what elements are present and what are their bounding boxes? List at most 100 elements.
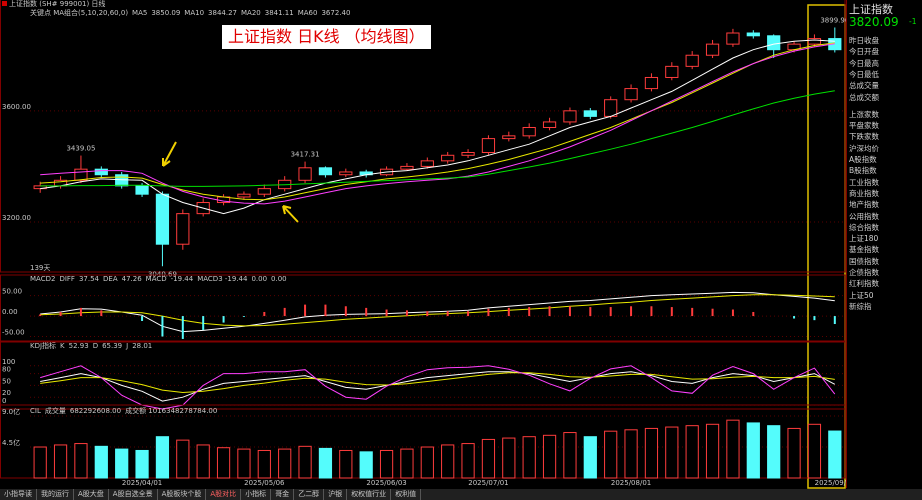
legend-value: 37.54 <box>79 275 100 283</box>
chart: 上证指数 (SH# 999001) 日线 3600.00 3200.00 关键点 M… <box>0 0 846 489</box>
quote-item: 总成交额 <box>849 92 879 102</box>
volume-bar <box>563 432 577 479</box>
y-tick-label: 0.00 <box>2 308 18 316</box>
candle-body <box>563 110 577 123</box>
icon <box>2 1 7 6</box>
tab[interactable]: A股对比 <box>206 489 242 500</box>
legend-name: MA20 <box>241 9 261 17</box>
x-tick-label: 2025/07/01 <box>468 479 508 487</box>
quote-item: 新综指 <box>849 301 872 311</box>
price-label: 3417.31 <box>291 151 320 159</box>
macd-bar <box>467 311 470 317</box>
volume-bar <box>705 423 720 479</box>
tab[interactable]: 沪银 <box>324 489 348 500</box>
legend-extra: 成交额 1016348278784.00 <box>125 406 217 415</box>
tab[interactable]: 我的运行 <box>37 489 74 500</box>
volume-bar <box>644 427 659 479</box>
candle-body <box>257 188 271 195</box>
candle-body <box>746 32 760 37</box>
macd-bar <box>813 316 816 321</box>
tab[interactable]: 乙二醇 <box>294 489 325 500</box>
candle-body <box>807 38 822 45</box>
macd-bar <box>446 311 449 317</box>
quote-item: B股指数 <box>849 166 877 176</box>
quote-item: 今日最高 <box>849 58 879 68</box>
macd-bar <box>650 306 653 317</box>
candle-body <box>176 213 190 245</box>
panel-border <box>0 274 846 342</box>
volume-bar <box>33 446 47 479</box>
macd-bar <box>568 306 571 317</box>
line <box>40 90 835 187</box>
header: 上证指数 (SH# 999001) 日线 <box>9 0 105 8</box>
line <box>40 43 835 205</box>
candle-body <box>583 110 597 117</box>
legend-value: 682292608.00 <box>70 407 121 415</box>
macd-bar <box>670 307 673 317</box>
volume-bar <box>726 419 740 479</box>
macd-bar <box>365 307 368 317</box>
quote-item: 上证50 <box>849 290 874 300</box>
macd-bar <box>79 307 82 317</box>
legend-title: 关键点 MA组合(5,10,20,60,0) <box>30 8 128 17</box>
candle-body <box>400 165 414 170</box>
legend-extra: MACD3 -19.44 <box>197 275 248 283</box>
candle-body <box>155 193 170 245</box>
candle-body <box>542 121 557 128</box>
tab[interactable]: 权权值行业 <box>347 489 392 500</box>
macd-bar <box>691 307 694 317</box>
volume-bar <box>807 423 822 479</box>
y-tick-label: 100 <box>2 358 15 366</box>
volume-bar <box>176 439 190 479</box>
volume-bar <box>359 451 373 479</box>
legend-name: D <box>93 342 98 350</box>
macd-bar <box>263 311 266 317</box>
y-tick-label: 0 <box>2 397 6 405</box>
quote-item: 红利指数 <box>849 279 879 289</box>
tab[interactable]: 权利值 <box>391 489 422 500</box>
candle-body <box>502 135 516 140</box>
macd-bar <box>731 309 734 317</box>
legend-name: J <box>125 342 128 350</box>
tab[interactable]: A股板块个股 <box>158 489 207 500</box>
macd-bar <box>324 304 327 317</box>
candle-body <box>420 160 434 167</box>
legend-title: MACD2 <box>30 275 55 283</box>
macd-bar <box>405 310 408 317</box>
tab[interactable]: 小指标 <box>241 489 272 500</box>
legend-value: -19.44 <box>171 275 194 283</box>
quote-item: A股指数 <box>849 155 877 164</box>
macd-bar <box>304 304 307 317</box>
candle-body <box>522 126 536 137</box>
macd-bar <box>711 308 714 317</box>
y-tick-label: 9.0亿 <box>2 407 20 416</box>
macd-bar <box>793 316 796 319</box>
volume-bar <box>746 422 760 479</box>
volume-bar <box>379 449 394 479</box>
macd-bar <box>202 316 205 330</box>
legend-value: 65.39 <box>102 342 122 350</box>
volume-bar <box>604 430 618 479</box>
macd-bar <box>426 311 429 317</box>
volume-bar <box>278 448 292 479</box>
macd-bar <box>39 314 42 317</box>
volume-bar <box>828 430 842 479</box>
volume-bar <box>298 445 312 479</box>
legend-title: CIL <box>30 407 41 415</box>
candle-body <box>604 99 618 117</box>
tab[interactable]: A股自选全景 <box>109 489 158 500</box>
candle-body <box>135 185 149 195</box>
macd-bar <box>833 316 836 325</box>
tab[interactable]: A股大盘 <box>74 489 109 500</box>
volume-bar <box>665 426 679 479</box>
macd-bar <box>59 311 62 317</box>
quote-item: 平盘家数 <box>849 121 879 131</box>
tab[interactable]: 哥金 <box>271 489 295 500</box>
price-label: 3439.05 <box>66 145 95 153</box>
tab[interactable]: 小指导读 <box>0 489 37 500</box>
x-tick-label: 2025/06/03 <box>366 479 406 487</box>
line <box>40 42 835 201</box>
x-tick-label: 2025/04/01 <box>122 479 162 487</box>
macd-bar <box>181 316 184 339</box>
quote-name: 上证指数 <box>849 3 893 16</box>
